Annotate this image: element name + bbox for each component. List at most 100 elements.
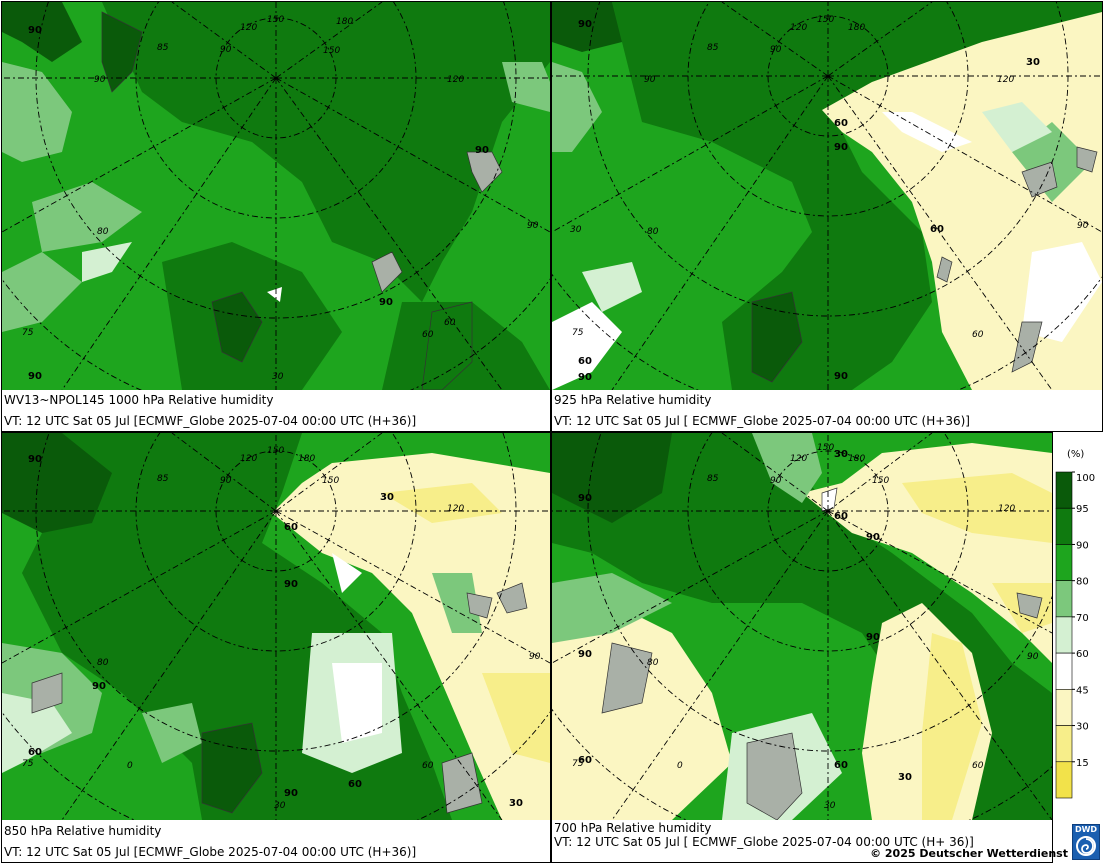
contour-label: 60 [348, 779, 362, 790]
valid-time: VT: 12 UTC Sat 05 Jul [ ECMWF_Globe 2025… [554, 835, 974, 849]
lon-label: 30 [272, 372, 284, 382]
swirl-icon [1076, 836, 1096, 856]
lon-label: 150 [323, 46, 340, 56]
contour-label: 90 [284, 579, 298, 590]
contour-label: 90 [834, 371, 848, 382]
dwd-logo: DWD [1072, 824, 1100, 860]
lon-label: 120 [240, 454, 257, 464]
legend-bin [1055, 761, 1073, 799]
contour-label: 90 [578, 649, 592, 660]
lat-label: 75 [572, 328, 584, 338]
panel-title: 925 hPa Relative humidity [554, 393, 712, 407]
contour-label: 90 [834, 142, 848, 153]
panel-title: 700 hPa Relative humidity [554, 821, 712, 835]
lat-label: 85 [707, 43, 719, 53]
humidity-legend: (%) 100 95 90 80 70 60 45 30 15 [1053, 440, 1103, 810]
contour-label: 30 [898, 772, 912, 783]
lon-label: 90 [220, 476, 232, 486]
lon-label: 90 [529, 652, 541, 662]
contour-label: 60 [834, 760, 848, 771]
lon-label: 30 [824, 801, 836, 811]
humidity-map-700hpa: 30 60 90 90 90 90 60 60 30 75 80 85 90 1… [552, 433, 1052, 820]
valid-time: VT: 12 UTC Sat 05 Jul [ECMWF_Globe 2025-… [4, 414, 417, 428]
contour-label: 90 [578, 372, 592, 383]
legend-bin [1055, 580, 1073, 618]
valid-time: VT: 12 UTC Sat 05 Jul [ ECMWF_Globe 2025… [554, 414, 970, 428]
lat-label: 75 [22, 759, 34, 769]
lon-label: 60 [972, 330, 984, 340]
legend-unit: (%) [1067, 449, 1084, 460]
contour-label: 30 [509, 798, 523, 809]
contour-label: 90 [578, 19, 592, 30]
map-panel-925hpa: 90 30 60 90 60 60 90 90 75 80 85 90 120 … [551, 1, 1103, 432]
lon-label: 90 [644, 75, 656, 85]
lon-label: 30 [570, 225, 582, 235]
contour-label: 90 [866, 632, 880, 643]
legend-tick-label: 80 [1076, 577, 1089, 588]
lon-label: 120 [240, 23, 257, 33]
lat-label: 85 [707, 474, 719, 484]
lon-label: 0 [127, 761, 133, 771]
contour-label: 60 [578, 356, 592, 367]
contour-label: 90 [92, 681, 106, 692]
contour-label: 60 [422, 330, 434, 340]
lat-label: 80 [97, 227, 109, 237]
contour-label: 60 [578, 755, 592, 766]
lat-label: 75 [22, 328, 34, 338]
legend-tick-label: 90 [1076, 540, 1089, 551]
legend-bin [1055, 689, 1073, 726]
lon-label: 90 [527, 221, 539, 231]
legend-tick-label: 45 [1076, 685, 1089, 696]
lon-label: 150 [872, 476, 889, 486]
lon-label: 180 [848, 23, 865, 33]
legend-tick-label: 15 [1076, 758, 1089, 769]
lon-label: 150 [817, 443, 834, 453]
contour-label: 90 [28, 25, 42, 36]
map-panel-700hpa: 30 60 90 90 90 90 60 60 30 75 80 85 90 1… [551, 432, 1053, 863]
lon-label: 120 [447, 504, 464, 514]
legend-tick-label: 95 [1076, 504, 1089, 515]
contour-label: 90 [28, 454, 42, 465]
contour-label: 60 [834, 511, 848, 522]
lon-label: 60 [444, 318, 456, 328]
lat-label: 80 [647, 227, 659, 237]
humidity-map-925hpa: 90 30 60 90 60 60 90 90 75 80 85 90 120 … [552, 2, 1102, 390]
lon-label: 150 [817, 15, 834, 25]
lon-label: 90 [770, 45, 782, 55]
legend-bin [1055, 725, 1073, 763]
legend-tick-label: 30 [1076, 722, 1089, 733]
legend-bin [1055, 544, 1073, 581]
contour-label: 30 [834, 449, 848, 460]
lon-label: 120 [997, 75, 1014, 85]
lon-label: 180 [848, 454, 865, 464]
contour-label: 60 [284, 522, 298, 533]
lon-label: 90 [220, 45, 232, 55]
lon-label: 90 [770, 476, 782, 486]
contour-label: 60 [834, 118, 848, 129]
lon-label: 90 [94, 75, 106, 85]
contour-label: 90 [379, 297, 393, 308]
copyright-notice: © 2025 Deutscher Wetterdienst [870, 847, 1068, 860]
contour-label: 60 [930, 224, 944, 235]
legend-bin [1055, 471, 1073, 509]
panel-title: 850 hPa Relative humidity [4, 824, 162, 838]
lat-label: 75 [572, 759, 584, 769]
lon-label: 90 [1027, 652, 1039, 662]
lon-label: 180 [298, 454, 315, 464]
lat-label: 80 [97, 658, 109, 668]
lat-label: 85 [157, 474, 169, 484]
lat-label: 80 [647, 658, 659, 668]
contour-label: 90 [28, 371, 42, 382]
dwd-logo-text: DWD [1074, 825, 1098, 834]
humidity-map-850hpa: 90 30 60 90 90 60 90 60 30 75 80 85 90 1… [2, 433, 550, 820]
lon-label: 180 [336, 17, 353, 27]
contour-label: 30 [380, 492, 394, 503]
lon-label: 0 [677, 761, 683, 771]
map-panel-1000hpa: 90 90 90 90 60 75 80 85 90 120 150 150 1… [1, 1, 551, 432]
contour-label: 90 [475, 145, 489, 156]
contour-label: 60 [28, 747, 42, 758]
lon-label: 120 [790, 454, 807, 464]
lat-label: 85 [157, 43, 169, 53]
lon-label: 150 [267, 15, 284, 25]
legend-tick-label: 60 [1076, 649, 1089, 660]
